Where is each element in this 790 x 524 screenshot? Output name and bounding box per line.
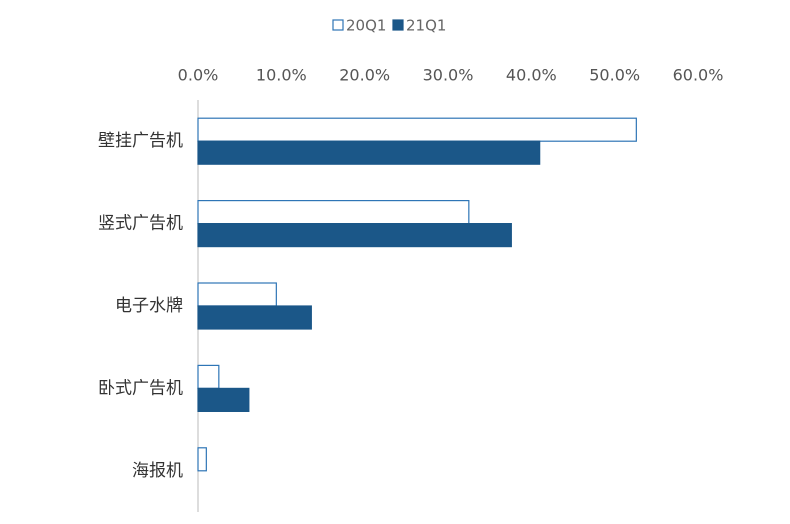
y-tick-label: 海报机 xyxy=(132,461,183,481)
x-tick-label: 50.0% xyxy=(589,66,640,85)
y-tick-label: 卧式广告机 xyxy=(98,378,183,398)
x-tick-label: 60.0% xyxy=(673,66,724,85)
x-tick-label: 0.0% xyxy=(178,66,219,85)
legend-label: 21Q1 xyxy=(406,17,446,35)
y-tick-label: 壁挂广告机 xyxy=(98,131,183,151)
bar xyxy=(197,447,207,472)
bar xyxy=(197,305,312,330)
bar xyxy=(197,200,470,225)
bar xyxy=(197,364,220,389)
legend-swatch xyxy=(392,19,404,31)
legend-label: 20Q1 xyxy=(346,17,386,35)
x-tick-label: 20.0% xyxy=(339,66,390,85)
x-tick-label: 10.0% xyxy=(256,66,307,85)
bar xyxy=(197,387,250,412)
y-tick-label: 电子水牌 xyxy=(115,296,183,316)
bar xyxy=(197,282,277,307)
x-tick-label: 40.0% xyxy=(506,66,557,85)
bar xyxy=(197,117,637,142)
x-tick-label: 30.0% xyxy=(423,66,474,85)
bar xyxy=(197,223,512,248)
y-tick-label: 竖式广告机 xyxy=(98,214,183,234)
bar xyxy=(197,140,541,165)
legend-swatch xyxy=(332,19,344,31)
